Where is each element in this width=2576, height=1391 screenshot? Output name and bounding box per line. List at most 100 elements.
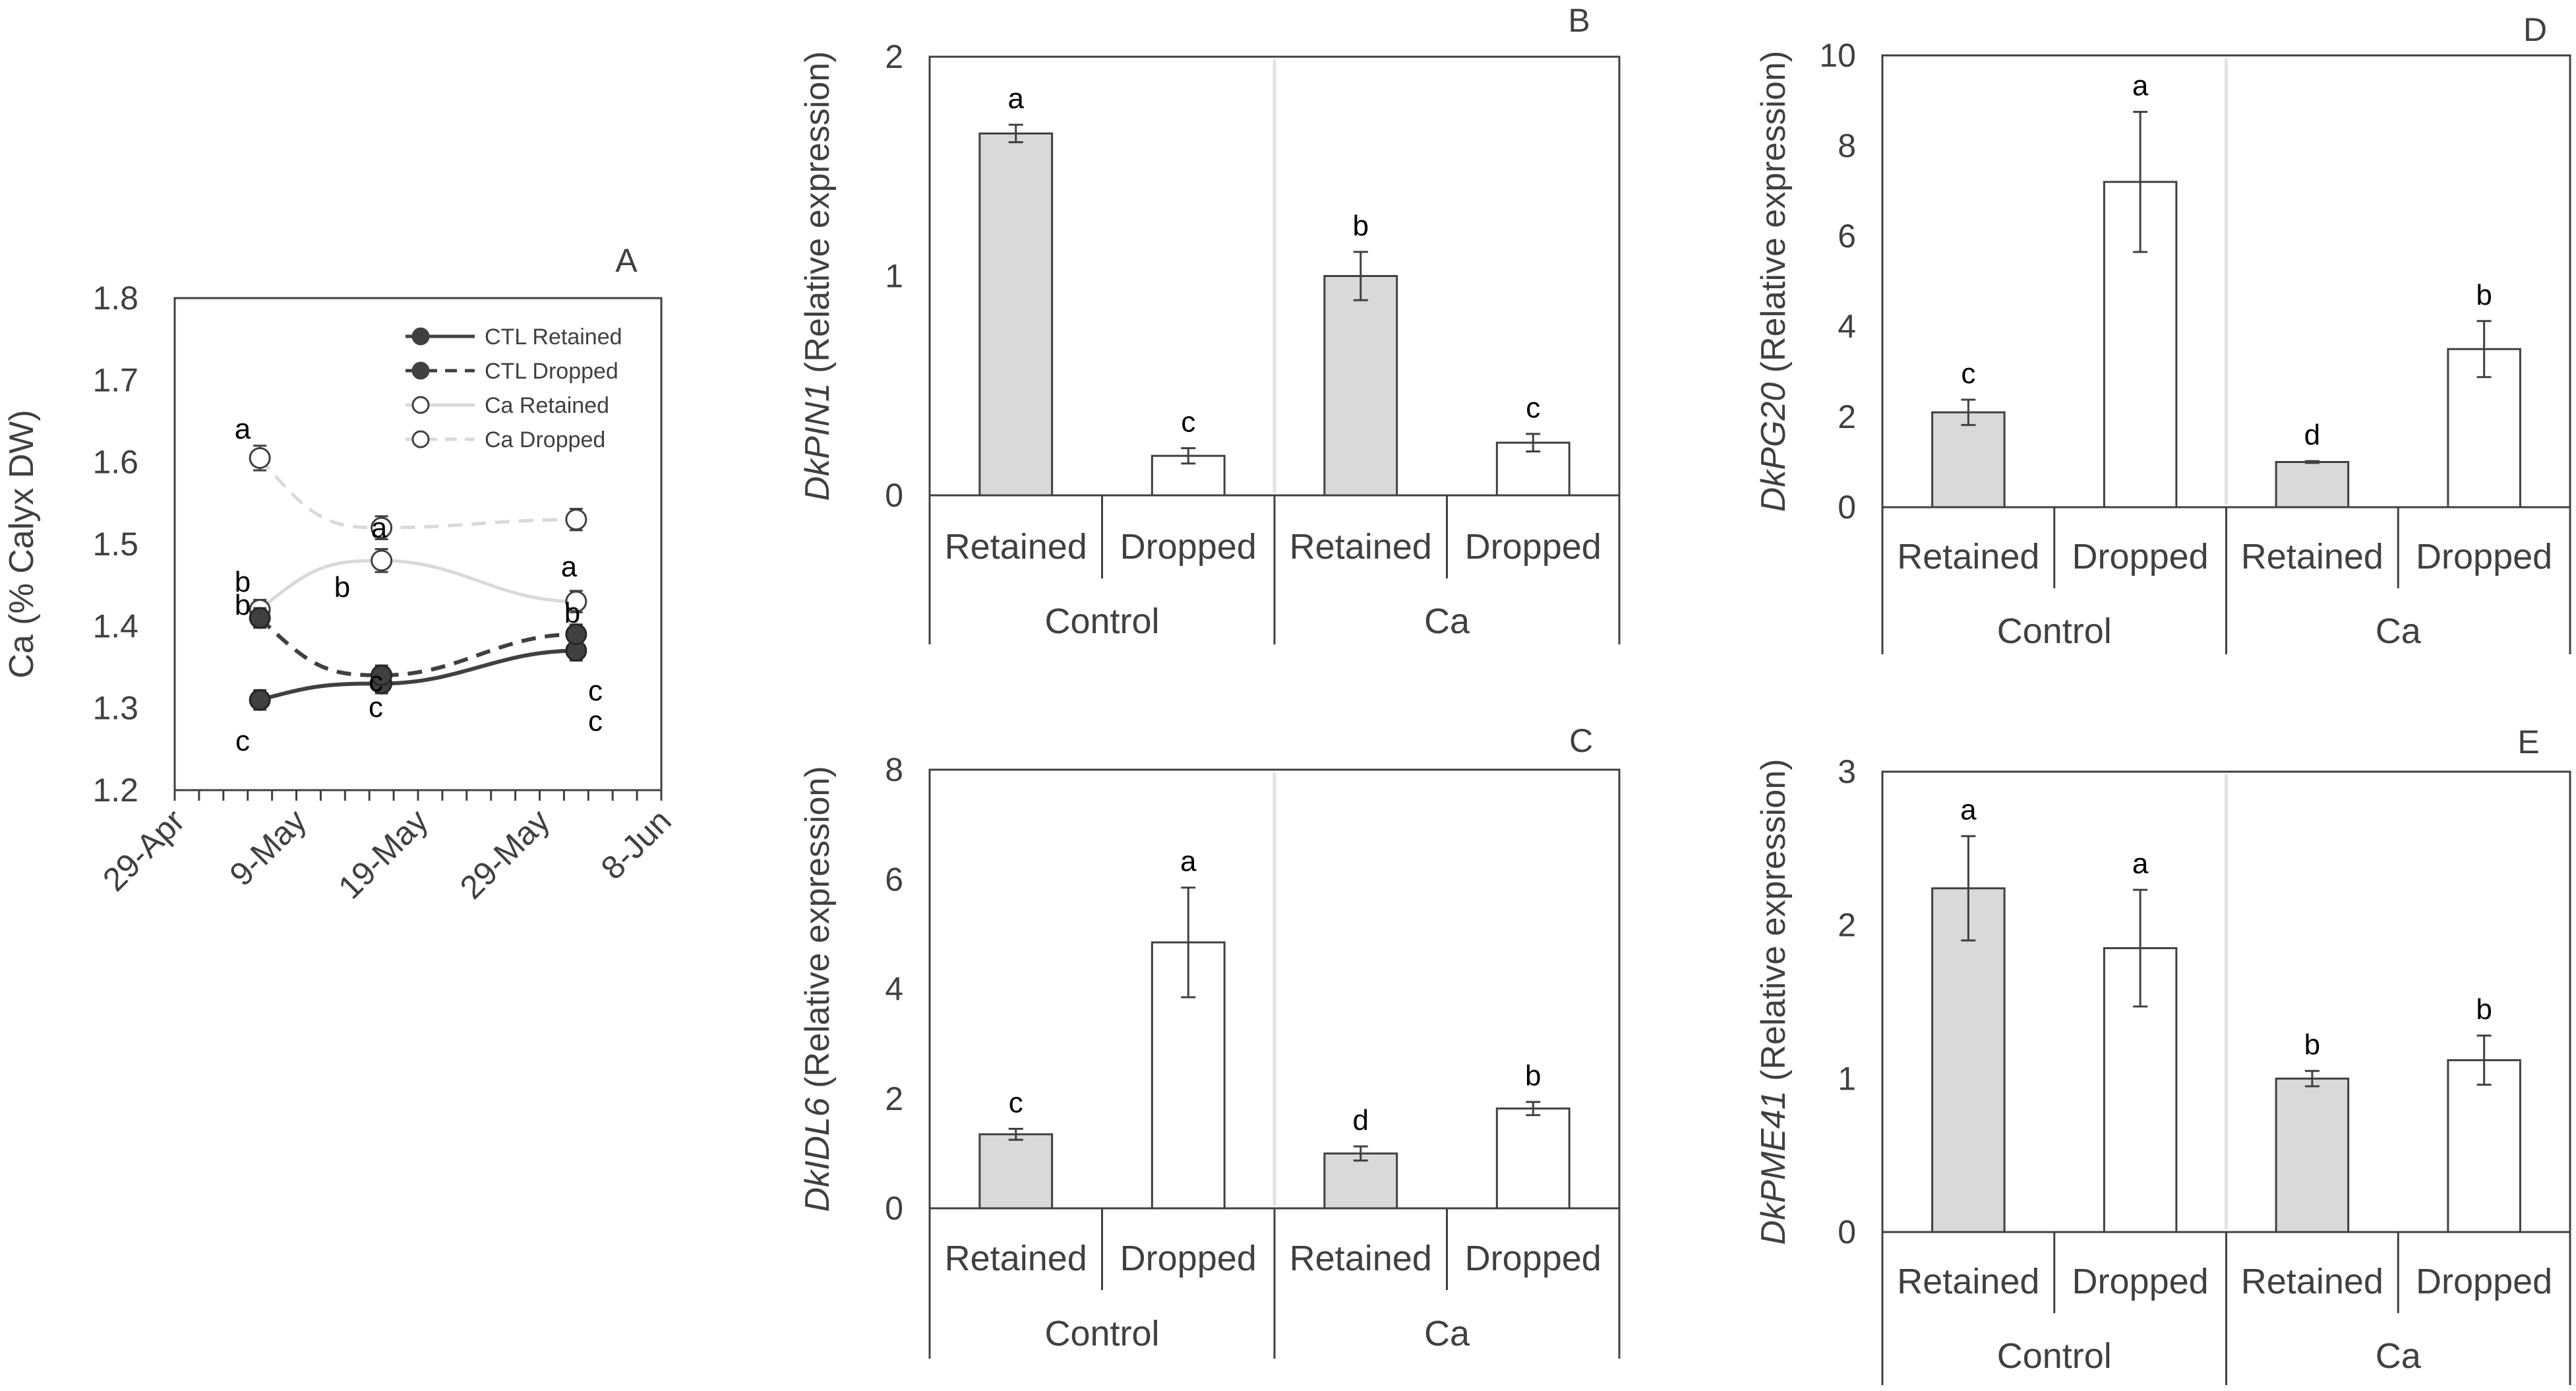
gene-name: DkPG20 [1754, 383, 1793, 512]
bar [1323, 1152, 1398, 1210]
significance-letter: b [564, 597, 580, 629]
legend-marker [411, 361, 430, 380]
legend-marker [411, 327, 430, 346]
significance-letter: c [1181, 406, 1195, 439]
data-point [371, 549, 393, 572]
legend: CTL Retained CTL Dropped Ca Retained Ca Dro… [405, 325, 622, 452]
y-tick-label: 1.5 [92, 526, 138, 563]
legend-label: CTL Dropped [485, 359, 618, 384]
category-label: Dropped [2416, 537, 2552, 576]
category-label: Dropped [2072, 537, 2209, 576]
y-tick-label: 1.3 [92, 690, 138, 727]
category-label: Dropped [1465, 1239, 1602, 1278]
significance-letter: b [235, 566, 251, 598]
bar [1931, 887, 2006, 1233]
bar [1323, 275, 1398, 497]
category-label: Retained [2241, 1262, 2383, 1301]
data-point [371, 664, 393, 687]
data-point [249, 689, 271, 711]
significance-letter: c [1526, 392, 1540, 424]
significance-letter: b [2304, 1029, 2320, 1061]
significance-letter: a [2132, 848, 2149, 880]
category-label: Retained [945, 1239, 1087, 1278]
data-point [249, 607, 271, 629]
category-label: Dropped [1120, 1239, 1257, 1278]
y-axis-label-rest: (Relative expression) [1754, 759, 1793, 1091]
significance-letter: b [2476, 279, 2492, 311]
significance-letter: a [1008, 82, 1025, 115]
significance-letter: d [1353, 1104, 1369, 1136]
significance-letter: c [1009, 1086, 1023, 1119]
y-axis-label-rest: (Relative expression) [798, 766, 837, 1097]
category-label: Retained [1897, 1262, 2039, 1301]
significance-letter: a [2132, 70, 2149, 102]
y-tick-label: 8 [885, 751, 903, 788]
y-tick-label: 1.6 [92, 444, 138, 481]
group-label: Ca [2376, 611, 2422, 651]
significance-letter: c [369, 691, 383, 724]
bar [1495, 1107, 1571, 1210]
legend-marker [411, 430, 430, 448]
data-point [565, 623, 587, 646]
y-axis-label-rest: (Relative expression) [798, 51, 837, 383]
panel-a-line-chart: A 1.2 1.3 1.4 1.5 1.6 1.7 1.8 29-Apr 9-May 19-May 2… [3, 242, 678, 906]
x-tick-label: 9-May [222, 802, 313, 893]
series-line [259, 648, 576, 702]
category-label: Retained [1290, 527, 1432, 567]
panel-letter: B [1568, 2, 1590, 39]
y-tick-label: 1.7 [92, 361, 138, 398]
y-tick-label: 1 [885, 258, 903, 295]
y-tick-label: 8 [1838, 127, 1856, 164]
bar [978, 132, 1054, 497]
panel-c-bar-chart: C 0 2 4 6 8 c a d b Retained Dropped Retained Dropped… [798, 722, 1621, 1359]
legend-marker [411, 396, 430, 414]
group-label: Ca [2376, 1336, 2422, 1376]
category-label: Dropped [1120, 527, 1257, 567]
bar [2275, 461, 2350, 509]
significance-letter: a [1960, 794, 1977, 826]
series-line [258, 616, 576, 677]
category-label: Retained [1290, 1239, 1432, 1278]
panel-b-bar-chart: B 0 1 2 a c b c Retained Dropped Retained Dropped Co… [798, 2, 1621, 644]
data-point [565, 509, 587, 531]
significance-letter: d [2304, 419, 2320, 451]
panel-e-bar-chart: E 0 1 2 3 a a b b Retained Dropped Retained Dropped C… [1754, 724, 2571, 1385]
group-label: Ca [1424, 1314, 1470, 1353]
y-tick-label: 4 [885, 971, 903, 1008]
panel-letter: A [615, 242, 638, 279]
y-tick-label: 1.8 [92, 280, 138, 317]
y-tick-label: 2 [885, 1080, 903, 1117]
x-tick-label: 29-Apr [96, 802, 192, 898]
y-tick-label: 0 [1838, 1214, 1856, 1251]
significance-letter: b [334, 571, 350, 603]
bar [978, 1133, 1054, 1210]
legend-label: CTL Retained [485, 325, 622, 350]
y-tick-label: 1.4 [92, 607, 138, 644]
bar [1931, 411, 2006, 509]
legend-label: Ca Retained [485, 393, 609, 418]
y-tick-label: 1 [1838, 1060, 1856, 1097]
significance-letter: b [1525, 1060, 1541, 1092]
y-tick-label: 0 [885, 477, 903, 514]
y-tick-label: 3 [1838, 753, 1856, 790]
significance-letter: a [235, 413, 251, 445]
significance-letter: a [1180, 846, 1197, 878]
bar [2275, 1077, 2350, 1233]
y-axis-label: Ca (% Calyx DW) [3, 410, 41, 678]
bar [2447, 1059, 2521, 1233]
y-tick-label: 1.2 [92, 772, 138, 809]
y-tick-label: 2 [1838, 907, 1856, 944]
panel-letter: D [2523, 11, 2547, 48]
y-tick-label: 0 [885, 1190, 903, 1227]
category-label: Retained [2241, 537, 2383, 576]
y-tick-label: 2 [1838, 398, 1856, 435]
group-label: Control [1044, 1314, 1159, 1353]
category-label: Dropped [1465, 527, 1602, 567]
panel-letter: E [2517, 724, 2539, 760]
group-label: Control [1044, 602, 1159, 641]
x-tick-label: 19-May [331, 802, 434, 906]
y-axis-label: DkPIN1 (Relative expression) [798, 51, 837, 501]
y-tick-label: 0 [1838, 489, 1856, 526]
group-label: Control [1997, 1336, 2112, 1376]
